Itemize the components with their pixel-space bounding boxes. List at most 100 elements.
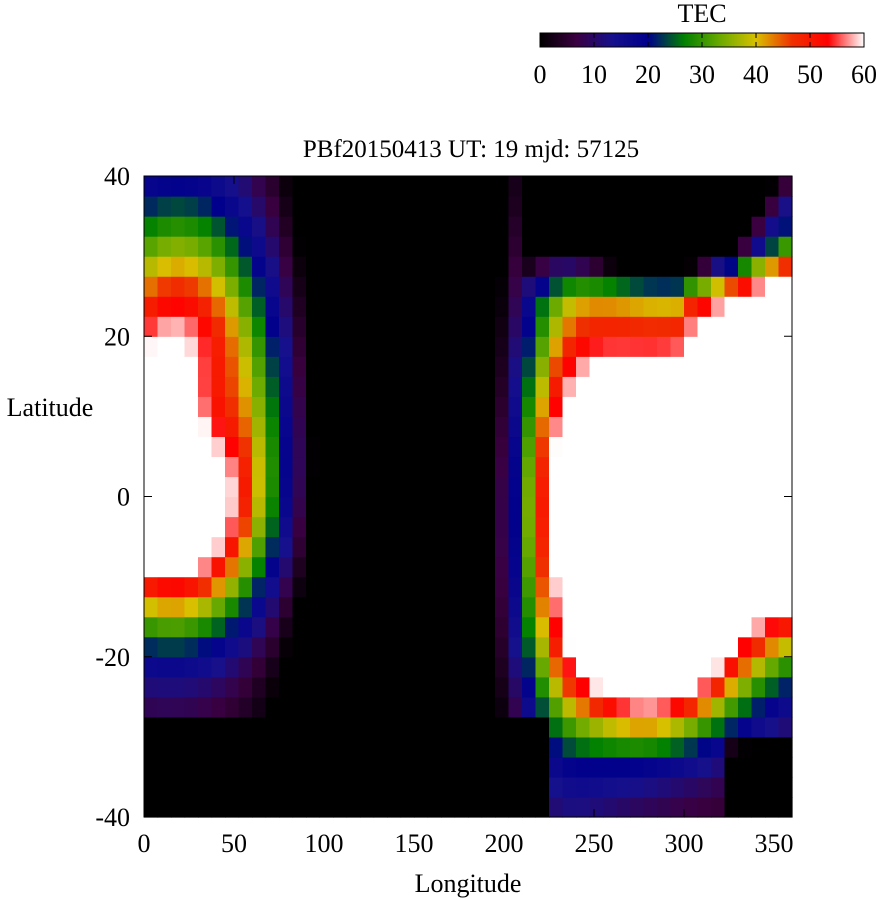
heatmap-cell: [333, 736, 348, 758]
heatmap-cell: [657, 276, 672, 297]
heatmap-cell: [643, 256, 658, 277]
heatmap-cell: [549, 476, 564, 498]
heatmap-cell: [616, 436, 631, 458]
heatmap-cell: [522, 376, 537, 397]
heatmap-cell: [184, 436, 199, 458]
heatmap-cell: [414, 536, 429, 558]
heatmap-cell: [387, 196, 402, 217]
heatmap-cell: [765, 176, 780, 197]
heatmap-cell: [535, 356, 550, 377]
heatmap-cell: [306, 776, 321, 798]
heatmap-cell: [724, 516, 739, 538]
heatmap-cell: [292, 636, 307, 658]
heatmap-cell: [333, 556, 348, 578]
heatmap-cell: [738, 316, 753, 337]
heatmap-cell: [522, 496, 537, 518]
heatmap-cell: [387, 576, 402, 598]
heatmap-cell: [319, 316, 334, 337]
heatmap-cell: [535, 536, 550, 558]
heatmap-cell: [319, 596, 334, 618]
heatmap-cell: [373, 356, 388, 377]
heatmap-cell: [454, 496, 469, 518]
heatmap-cell: [184, 676, 199, 698]
heatmap-cell: [184, 716, 199, 738]
heatmap-cell: [279, 436, 294, 458]
heatmap-cell: [292, 696, 307, 718]
heatmap-cell: [535, 256, 550, 277]
heatmap-cell: [306, 476, 321, 498]
colorbar-ticks: 0 10 20 30 40 50 60: [534, 33, 877, 89]
heatmap-cell: [468, 376, 483, 397]
heatmap-cell: [157, 436, 172, 458]
heatmap-cell: [495, 436, 510, 458]
heatmap-cell: [481, 256, 496, 277]
heatmap-cell: [373, 696, 388, 718]
heatmap-cell: [252, 356, 267, 377]
heatmap-cell: [495, 456, 510, 478]
heatmap-cell: [738, 696, 753, 718]
heatmap-cell: [225, 416, 240, 438]
heatmap-cell: [724, 756, 739, 778]
heatmap-cell: [198, 696, 213, 718]
heatmap-cell: [643, 536, 658, 558]
heatmap-cell: [279, 696, 294, 718]
heatmap-cell: [225, 316, 240, 337]
heatmap-cell: [535, 776, 550, 798]
heatmap-cell: [198, 756, 213, 778]
heatmap-cell: [670, 636, 685, 658]
heatmap-cell: [319, 516, 334, 538]
heatmap-cell: [441, 596, 456, 618]
heatmap-cell: [603, 196, 618, 217]
heatmap-cell: [306, 576, 321, 598]
heatmap-cell: [171, 196, 186, 217]
heatmap-cell: [630, 376, 645, 397]
heatmap-cell: [238, 516, 253, 538]
heatmap-cell: [306, 356, 321, 377]
heatmap-cell: [724, 256, 739, 277]
heatmap-cell: [616, 176, 631, 197]
heatmap-cell: [697, 456, 712, 478]
heatmap-cell: [535, 576, 550, 598]
heatmap-cell: [252, 556, 267, 578]
heatmap-cell: [657, 416, 672, 438]
heatmap-cell: [414, 776, 429, 798]
heatmap-cell: [144, 656, 159, 678]
heatmap-cell: [751, 636, 766, 658]
heatmap-cell: [778, 216, 793, 237]
heatmap-cell: [562, 616, 577, 638]
heatmap-cell: [535, 476, 550, 498]
heatmap-cell: [333, 176, 348, 197]
heatmap-cell: [279, 296, 294, 317]
heatmap-cell: [333, 676, 348, 698]
heatmap-cell: [495, 496, 510, 518]
heatmap-cell: [670, 176, 685, 197]
heatmap-cell: [171, 396, 186, 417]
heatmap-cell: [603, 376, 618, 397]
heatmap-cell: [481, 736, 496, 758]
heatmap-cell: [481, 716, 496, 738]
heatmap-cell: [441, 356, 456, 377]
heatmap-cell: [535, 396, 550, 417]
heatmap-cell: [346, 436, 361, 458]
heatmap-cell: [697, 196, 712, 217]
heatmap-cell: [603, 696, 618, 718]
heatmap-cell: [711, 716, 726, 738]
heatmap-cell: [616, 496, 631, 518]
heatmap-cell: [643, 576, 658, 598]
heatmap-cell: [198, 336, 213, 357]
heatmap-cell: [414, 316, 429, 337]
heatmap-cell: [306, 496, 321, 518]
heatmap-cell: [589, 536, 604, 558]
heatmap-cell: [400, 496, 415, 518]
heatmap-cell: [360, 716, 375, 738]
heatmap-cell: [238, 716, 253, 738]
heatmap-cell: [697, 436, 712, 458]
heatmap-cell: [211, 436, 226, 458]
heatmap-cell: [400, 396, 415, 417]
heatmap-cell: [144, 676, 159, 698]
heatmap-cell: [333, 376, 348, 397]
heatmap-cell: [252, 456, 267, 478]
heatmap-cell: [252, 336, 267, 357]
heatmap-cell: [333, 216, 348, 237]
heatmap-cell: [616, 276, 631, 297]
